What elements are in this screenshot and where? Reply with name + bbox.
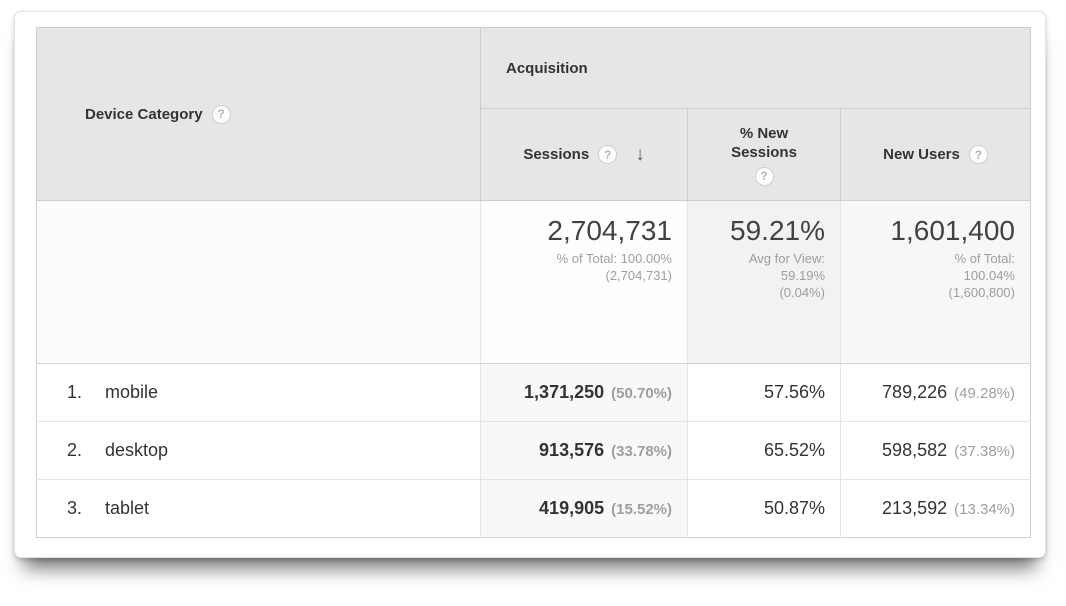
- metric-header-row: Sessions ? ↓ % New Sessions ? New Users …: [37, 108, 1031, 201]
- new-users-percent: (13.34%): [954, 501, 1015, 518]
- device-cell: 2. desktop: [36, 421, 481, 480]
- sessions-cell: 1,371,250 (50.70%): [480, 363, 688, 422]
- totals-new-sessions-subline: Avg for View:: [748, 251, 825, 266]
- new-users-cell: 598,582 (37.38%): [840, 421, 1031, 480]
- percent-new-sessions-cell: 65.52%: [687, 421, 841, 480]
- totals-new-sessions-subline: 59.19%: [780, 268, 825, 283]
- row-rank: 1.: [67, 382, 83, 402]
- new-users-value: 213,592: [882, 498, 948, 518]
- sessions-label: Sessions: [523, 146, 590, 163]
- sessions-percent: (50.70%): [611, 385, 672, 402]
- sessions-value: 913,576: [539, 440, 605, 460]
- sort-descending-icon[interactable]: ↓: [635, 143, 645, 165]
- new-users-help-icon[interactable]: ?: [968, 145, 988, 164]
- device-link-mobile[interactable]: mobile: [105, 382, 159, 402]
- percent-new-sessions-value: 57.56%: [763, 382, 825, 402]
- device-category-label: Device Category: [85, 105, 203, 123]
- device-category-help-icon[interactable]: ?: [211, 104, 231, 124]
- sessions-help-icon[interactable]: ?: [598, 145, 618, 164]
- device-cell: 1. mobile: [36, 363, 481, 422]
- new-users-value: 789,226: [882, 382, 948, 402]
- totals-new-sessions-value: 59.21%: [730, 215, 825, 246]
- acquisition-label: Acquisition: [506, 59, 588, 77]
- percent-new-sessions-cell: 57.56%: [687, 363, 841, 422]
- totals-new-users-subline: % of Total:: [954, 251, 1015, 266]
- new-users-cell: 213,592 (13.34%): [840, 479, 1031, 538]
- sessions-percent: (15.52%): [611, 501, 672, 518]
- table-row-mobile: 1. mobile 1,371,250 (50.70%) 57.56% 789,22…: [36, 363, 1031, 422]
- screenshot-frame: Device Category ? Acquisition Sessions ?…: [14, 11, 1046, 558]
- sessions-value: 419,905: [539, 498, 605, 518]
- device-link-tablet[interactable]: tablet: [105, 498, 150, 518]
- new-users-percent: (37.38%): [954, 443, 1015, 460]
- new-users-percent: (49.28%): [954, 385, 1015, 402]
- sessions-value: 1,371,250: [524, 382, 605, 402]
- percent-new-sessions-cell: 50.87%: [687, 479, 841, 538]
- sessions-cell: 913,576 (33.78%): [480, 421, 688, 480]
- row-rank: 2.: [67, 440, 83, 460]
- totals-new-users-cell: 1,601,400 % of Total: 100.04% (1,600,800…: [840, 200, 1031, 364]
- group-header-acquisition: Acquisition: [480, 27, 1031, 109]
- totals-sessions-value: 2,704,731: [547, 215, 672, 246]
- totals-new-users-subline: 100.04%: [963, 268, 1015, 283]
- percent-new-sessions-help-icon[interactable]: ?: [754, 166, 774, 186]
- percent-new-sessions-label: % New Sessions: [731, 124, 797, 161]
- device-link-desktop[interactable]: desktop: [105, 440, 169, 460]
- table-row-tablet: 3. tablet 419,905 (15.52%) 50.87% 213,592 (…: [36, 479, 1031, 538]
- table-row-desktop: 2. desktop 913,576 (33.78%) 65.52% 598,582…: [36, 421, 1031, 480]
- totals-device-cell: [36, 200, 481, 364]
- percent-new-sessions-value: 65.52%: [763, 440, 825, 460]
- analytics-table: Device Category ? Acquisition Sessions ?…: [36, 27, 1031, 538]
- sessions-cell: 419,905 (15.52%): [480, 479, 688, 538]
- column-header-device-category[interactable]: Device Category ?: [36, 27, 481, 201]
- column-header-new-users[interactable]: New Users ?: [840, 108, 1031, 201]
- column-header-sessions[interactable]: Sessions ? ↓: [480, 108, 688, 201]
- new-users-label: New Users: [883, 146, 960, 163]
- row-rank: 3.: [67, 498, 83, 518]
- totals-sessions-subline: % of Total: 100.00%: [556, 251, 672, 266]
- totals-new-sessions-cell: 59.21% Avg for View: 59.19% (0.04%): [687, 200, 841, 364]
- totals-sessions-subline: (2,704,731): [605, 268, 673, 283]
- new-users-cell: 789,226 (49.28%): [840, 363, 1031, 422]
- totals-new-sessions-subline: (0.04%): [779, 285, 825, 300]
- sessions-percent: (33.78%): [611, 443, 672, 460]
- group-header-row: Device Category ? Acquisition: [36, 27, 1031, 201]
- new-users-value: 598,582: [882, 440, 948, 460]
- totals-sessions-cell: 2,704,731 % of Total: 100.00% (2,704,731…: [480, 200, 688, 364]
- totals-new-users-subline: (1,600,800): [948, 285, 1016, 300]
- totals-new-users-value: 1,601,400: [890, 215, 1015, 246]
- percent-new-sessions-value: 50.87%: [763, 498, 825, 518]
- column-header-percent-new-sessions[interactable]: % New Sessions ?: [687, 108, 841, 201]
- device-cell: 3. tablet: [36, 479, 481, 538]
- totals-row: 2,704,731 % of Total: 100.00% (2,704,731…: [36, 200, 1031, 364]
